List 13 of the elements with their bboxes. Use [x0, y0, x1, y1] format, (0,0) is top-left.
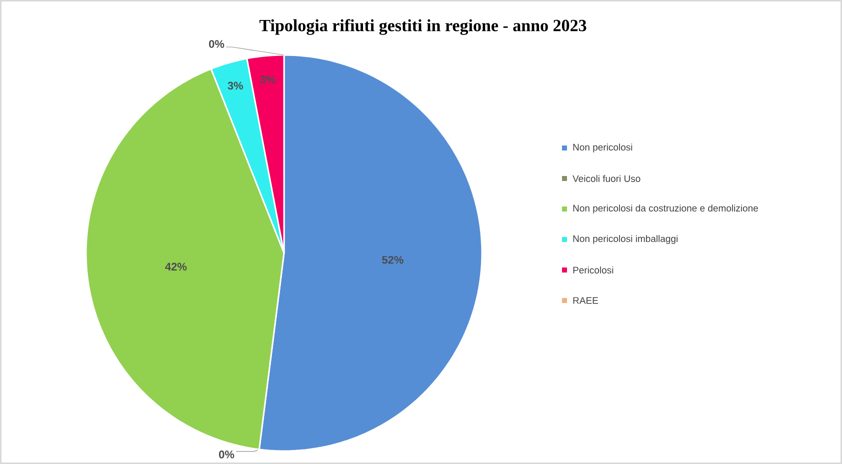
legend-label: Non pericolosi [573, 144, 632, 152]
legend-label: Non pericolosi imballaggi [573, 235, 678, 244]
legend-label: Non pericolosi da costruzione e demolizione [573, 204, 758, 214]
legend-label: Pericolosi [573, 266, 614, 274]
data-label: 3% [228, 82, 244, 90]
data-label: 42% [165, 262, 187, 271]
legend-label: Veicoli fuori Uso [572, 175, 640, 182]
text: 0% [219, 450, 234, 458]
text: 0% [209, 40, 224, 48]
data-label: 52% [382, 256, 404, 264]
data-label: 3% [260, 76, 276, 84]
chart-title: Tipologia rifiuti gestiti in regione - anno 2023 [259, 19, 586, 35]
legend-label: RAEE [573, 297, 598, 304]
